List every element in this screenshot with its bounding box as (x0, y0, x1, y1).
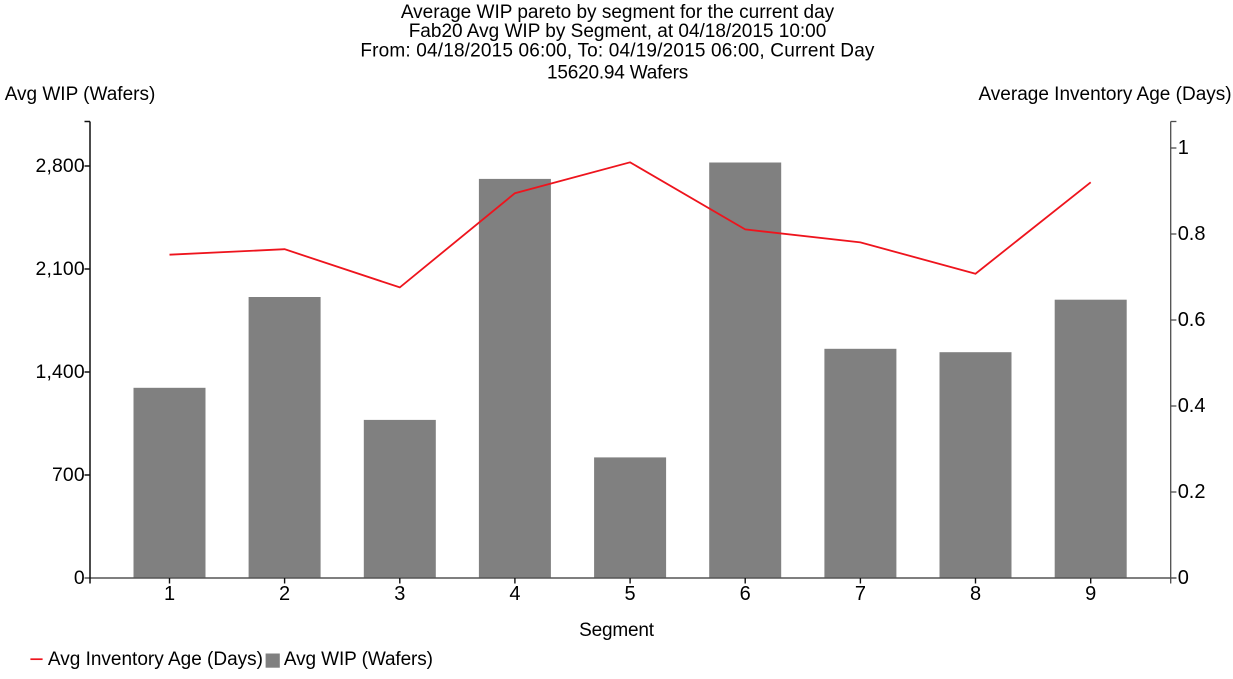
svg-text:5: 5 (625, 583, 636, 605)
svg-text:3: 3 (394, 583, 405, 605)
svg-text:Average WIP pareto by segment: Average WIP pareto by segment for the cu… (401, 2, 835, 23)
svg-text:1,400: 1,400 (36, 361, 85, 383)
svg-text:700: 700 (52, 464, 85, 486)
svg-text:Average Inventory Age (Days): Average Inventory Age (Days) (978, 84, 1231, 105)
svg-text:0.2: 0.2 (1178, 481, 1206, 503)
svg-text:0.8: 0.8 (1178, 223, 1206, 245)
svg-text:0: 0 (74, 567, 85, 589)
svg-text:2,800: 2,800 (36, 155, 85, 177)
svg-text:2,100: 2,100 (36, 258, 85, 280)
svg-text:8: 8 (970, 583, 981, 605)
svg-text:9: 9 (1085, 583, 1096, 605)
svg-text:0.4: 0.4 (1178, 395, 1206, 417)
svg-text:7: 7 (855, 583, 866, 605)
svg-text:Segment: Segment (579, 620, 655, 641)
svg-text:Fab20 Avg WIP by Segment, at 0: Fab20 Avg WIP by Segment, at 04/18/2015 … (409, 21, 827, 42)
svg-text:From: 04/18/2015 06:00, To: 04: From: 04/18/2015 06:00, To: 04/19/2015 0… (360, 41, 875, 62)
svg-text:Avg WIP (Wafers): Avg WIP (Wafers) (5, 84, 156, 105)
svg-text:4: 4 (509, 583, 520, 605)
svg-text:15620.94 Wafers: 15620.94 Wafers (547, 63, 688, 84)
svg-text:1: 1 (1178, 137, 1189, 159)
svg-text:0.6: 0.6 (1178, 309, 1206, 331)
svg-text:2: 2 (279, 583, 290, 605)
svg-text:Avg WIP (Wafers): Avg WIP (Wafers) (284, 649, 433, 670)
svg-text:6: 6 (740, 583, 751, 605)
svg-text:0: 0 (1178, 567, 1189, 589)
svg-text:1: 1 (164, 583, 175, 605)
svg-text:Avg Inventory Age (Days): Avg Inventory Age (Days) (48, 649, 263, 670)
